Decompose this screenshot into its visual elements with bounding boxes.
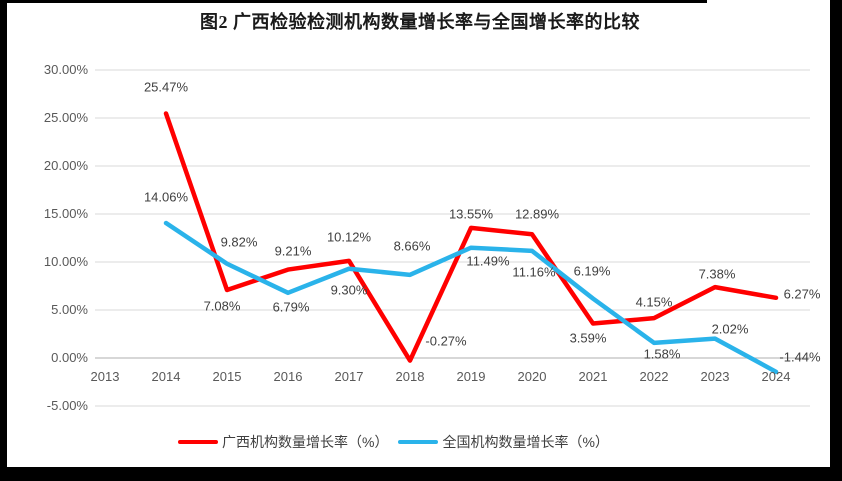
guangxi-line-swatch-icon bbox=[178, 439, 218, 445]
national-data-label: 2.02% bbox=[711, 321, 749, 337]
y-axis-tick-label: -5.00% bbox=[46, 398, 88, 413]
y-axis-tick-label: 25.00% bbox=[43, 110, 88, 125]
guangxi-data-label: 13.55% bbox=[448, 206, 494, 222]
frame-border-top bbox=[0, 0, 707, 3]
national-data-label: 9.30% bbox=[330, 282, 368, 298]
x-axis-tick-label: 2019 bbox=[456, 369, 486, 384]
legend-label-guangxi: 广西机构数量增长率（%） bbox=[222, 434, 389, 450]
x-axis-tick-label: 2018 bbox=[395, 369, 425, 384]
national-data-label: 14.06% bbox=[143, 189, 189, 205]
x-axis-tick-label: 2022 bbox=[639, 369, 669, 384]
guangxi-data-label: 25.47% bbox=[143, 79, 189, 95]
y-axis-tick-label: 20.00% bbox=[43, 158, 88, 173]
guangxi-data-label: 3.59% bbox=[569, 330, 607, 346]
guangxi-data-label: 6.27% bbox=[783, 286, 821, 302]
national-data-label: 11.16% bbox=[512, 264, 556, 280]
guangxi-data-label: 9.21% bbox=[274, 243, 312, 259]
guangxi-data-label: 7.38% bbox=[698, 266, 736, 282]
guangxi-data-label: 4.15% bbox=[635, 294, 673, 310]
frame-border-bottom bbox=[0, 467, 842, 481]
national-data-label: 11.49% bbox=[466, 253, 510, 269]
frame-border-right bbox=[830, 0, 842, 481]
national-data-label: 1.58% bbox=[643, 346, 681, 362]
x-axis-tick-label: 2020 bbox=[517, 369, 547, 384]
x-axis-tick-label: 2015 bbox=[212, 369, 242, 384]
y-axis-tick-label: 10.00% bbox=[43, 254, 88, 269]
guangxi-data-label: 12.89% bbox=[514, 206, 560, 222]
national-series-line bbox=[163, 220, 779, 375]
x-axis-tick-label: 2017 bbox=[334, 369, 364, 384]
y-axis-tick-label: 30.00% bbox=[43, 62, 88, 77]
national-data-label: -1.44% bbox=[779, 349, 821, 365]
x-axis-tick-label: 2023 bbox=[700, 369, 730, 384]
guangxi-series-line bbox=[163, 111, 779, 363]
legend-item-guangxi: 广西机构数量增长率（%） bbox=[178, 432, 388, 452]
national-data-label: 8.66% bbox=[393, 238, 431, 254]
x-axis-tick-label: 2014 bbox=[151, 369, 181, 384]
chart-title: 图2 广西检验检测机构数量增长率与全国增长率的比较 bbox=[200, 12, 640, 32]
legend-label-national: 全国机构数量增长率（%） bbox=[442, 434, 609, 450]
legend: 广西机构数量增长率（%） 全国机构数量增长率（%） bbox=[178, 432, 619, 452]
x-axis-tick-label: 2024 bbox=[761, 369, 791, 384]
legend-item-national: 全国机构数量增长率（%） bbox=[398, 432, 609, 452]
y-axis-tick-label: 5.00% bbox=[51, 302, 88, 317]
x-axis-tick-label: 2016 bbox=[273, 369, 303, 384]
x-axis-tick-label: 2013 bbox=[90, 369, 120, 384]
y-axis-tick-label: 0.00% bbox=[51, 350, 88, 365]
national-data-label: 6.19% bbox=[573, 263, 611, 279]
x-axis-tick-label: 2021 bbox=[578, 369, 608, 384]
national-data-label: 6.79% bbox=[272, 299, 310, 315]
national-data-label: 9.82% bbox=[220, 234, 258, 250]
national-line-swatch-icon bbox=[398, 439, 439, 445]
y-axis-tick-label: 15.00% bbox=[43, 206, 88, 221]
frame-border-left bbox=[0, 0, 7, 481]
guangxi-data-label: 10.12% bbox=[326, 229, 372, 245]
guangxi-data-label: 7.08% bbox=[203, 298, 241, 314]
guangxi-data-label: -0.27% bbox=[425, 333, 467, 349]
